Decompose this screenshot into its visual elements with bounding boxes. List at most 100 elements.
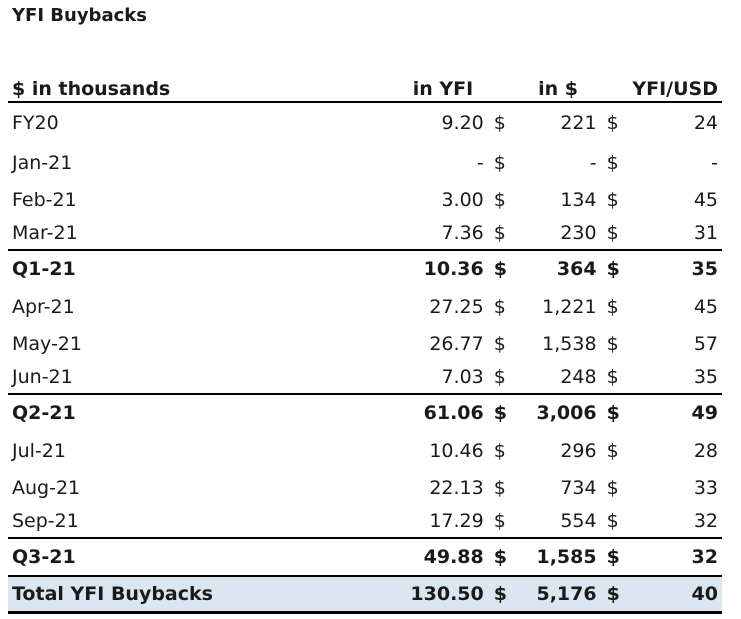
header-usd: in $ <box>515 68 601 103</box>
value-usd: 221 <box>560 112 597 134</box>
value-rate: 45 <box>693 188 718 211</box>
value-rate: 57 <box>693 332 718 355</box>
header-label: $ in thousands <box>8 68 399 103</box>
dollar-sign: $ <box>493 440 506 462</box>
dollar-sign: $ <box>493 188 506 211</box>
dollar-sign: $ <box>493 221 506 244</box>
row-label: FY20 <box>12 112 59 134</box>
value-yfi: 7.03 <box>441 365 484 388</box>
value-yfi: 130.50 <box>398 575 488 614</box>
value-usd: 3,006 <box>515 393 601 431</box>
value-yfi: 10.46 <box>429 440 484 462</box>
dollar-sign: $ <box>493 112 506 134</box>
value-yfi: 26.77 <box>429 332 484 355</box>
value-usd: 1,221 <box>542 296 597 318</box>
dollar-sign: $ <box>606 221 619 244</box>
row-label: Apr-21 <box>12 296 75 318</box>
dollar-sign: $ <box>493 332 506 355</box>
row-label: Q3-21 <box>8 537 399 576</box>
value-rate: 28 <box>693 440 718 462</box>
value-usd: 1,538 <box>542 332 597 355</box>
value-rate: 33 <box>693 476 718 499</box>
buybacks-table: $ in thousands in YFI in $ YFI/USD FY20 9… <box>8 68 722 614</box>
dollar-sign: $ <box>606 476 619 499</box>
row-label: Aug-21 <box>12 476 81 499</box>
row-label: Q2-21 <box>8 393 399 431</box>
value-rate: 40 <box>628 575 722 614</box>
header-rate: YFI/USD <box>628 68 722 103</box>
table-row: FY20 9.20 $221 $24 <box>8 102 722 143</box>
row-label: Jan-21 <box>12 152 73 174</box>
value-yfi: - <box>476 152 484 174</box>
value-usd: 248 <box>560 365 597 388</box>
dollar-sign: $ <box>493 509 506 532</box>
value-rate: - <box>711 152 718 174</box>
table-row: Aug-21 22.13 $734 $33 <box>8 471 722 504</box>
dollar-sign: $ <box>487 575 516 614</box>
row-label: Jul-21 <box>12 440 66 462</box>
value-yfi: 9.20 <box>441 112 484 134</box>
dollar-sign: $ <box>606 509 619 532</box>
dollar-sign: $ <box>606 152 619 174</box>
value-rate: 35 <box>628 249 722 287</box>
value-usd: 734 <box>560 476 597 499</box>
value-rate: 32 <box>628 537 722 576</box>
table-row: Jan-21- $ - $ - <box>8 143 722 183</box>
subtotal-row: Q3-21 49.88 $1,585 $32 <box>8 537 722 576</box>
row-label: Jun-21 <box>12 365 73 388</box>
table-row: Mar-21 7.36 $230 $31 <box>8 216 722 250</box>
dollar-sign: $ <box>606 112 619 134</box>
dollar-sign: $ <box>606 188 619 211</box>
value-yfi: 3.00 <box>441 188 484 211</box>
table-row: Sep-21 17.29 $554 $32 <box>8 504 722 538</box>
value-yfi: 27.25 <box>429 296 484 318</box>
dollar-sign: $ <box>600 537 629 576</box>
value-rate: 45 <box>693 296 718 318</box>
table-row: Feb-21 3.00 $134 $45 <box>8 183 722 216</box>
header-row: $ in thousands in YFI in $ YFI/USD <box>8 68 722 103</box>
dollar-sign: $ <box>493 476 506 499</box>
value-usd: 296 <box>560 440 597 462</box>
table-row: Jun-21 7.03 $248 $35 <box>8 360 722 394</box>
subtotal-row: Q2-21 61.06 $3,006 $49 <box>8 393 722 431</box>
value-rate: 32 <box>693 509 718 532</box>
table-row: Jul-21 10.46 $296 $28 <box>8 431 722 471</box>
value-usd: 1,585 <box>515 537 601 576</box>
value-yfi: 61.06 <box>398 393 488 431</box>
dollar-sign: $ <box>606 440 619 462</box>
value-usd: 5,176 <box>515 575 601 614</box>
value-usd: - <box>589 152 597 174</box>
row-label: Feb-21 <box>12 188 77 211</box>
value-yfi: 10.36 <box>398 249 488 287</box>
dollar-sign: $ <box>493 365 506 388</box>
dollar-sign: $ <box>487 249 516 287</box>
row-label: Sep-21 <box>12 509 79 532</box>
dollar-sign: $ <box>600 393 629 431</box>
dollar-sign: $ <box>600 249 629 287</box>
subtotal-row: Q1-21 10.36 $364 $35 <box>8 249 722 287</box>
value-yfi: 17.29 <box>429 509 484 532</box>
dollar-sign: $ <box>487 537 516 576</box>
value-usd: 554 <box>560 509 597 532</box>
value-rate: 31 <box>693 221 718 244</box>
value-usd: 134 <box>560 188 597 211</box>
dollar-sign: $ <box>606 365 619 388</box>
row-label: Total YFI Buybacks <box>8 575 399 614</box>
total-row: Total YFI Buybacks 130.50 $5,176 $40 <box>8 575 722 614</box>
value-yfi: 22.13 <box>429 476 484 499</box>
table-row: May-21 26.77 $1,538 $57 <box>8 327 722 360</box>
row-label: Mar-21 <box>12 221 78 244</box>
value-usd: 230 <box>560 221 597 244</box>
dollar-sign: $ <box>600 575 629 614</box>
value-usd: 364 <box>515 249 601 287</box>
value-yfi: 49.88 <box>398 537 488 576</box>
value-rate: 49 <box>628 393 722 431</box>
value-yfi: 7.36 <box>441 221 484 244</box>
dollar-sign: $ <box>493 152 506 174</box>
dollar-sign: $ <box>493 296 506 318</box>
page-title: YFI Buybacks <box>12 5 147 26</box>
dollar-sign: $ <box>487 393 516 431</box>
dollar-sign: $ <box>606 296 619 318</box>
row-label: May-21 <box>12 332 82 355</box>
row-label: Q1-21 <box>8 249 399 287</box>
